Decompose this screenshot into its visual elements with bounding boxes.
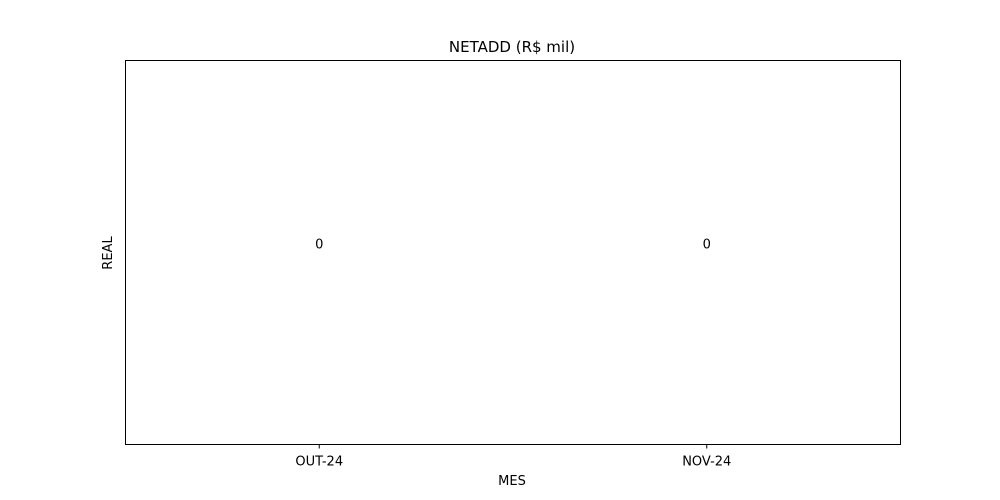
data-label: 0 [315, 238, 323, 253]
x-tick-label: NOV-24 [682, 455, 731, 470]
x-axis: OUT-24 NOV-24 [295, 444, 731, 470]
plot-frame [125, 60, 901, 445]
y-axis-label: REAL [101, 236, 116, 270]
data-label: 0 [703, 238, 711, 253]
x-axis-label: MES [498, 474, 526, 489]
x-tick-label: OUT-24 [295, 455, 343, 470]
chart-title: NETADD (R$ mil) [449, 38, 575, 56]
